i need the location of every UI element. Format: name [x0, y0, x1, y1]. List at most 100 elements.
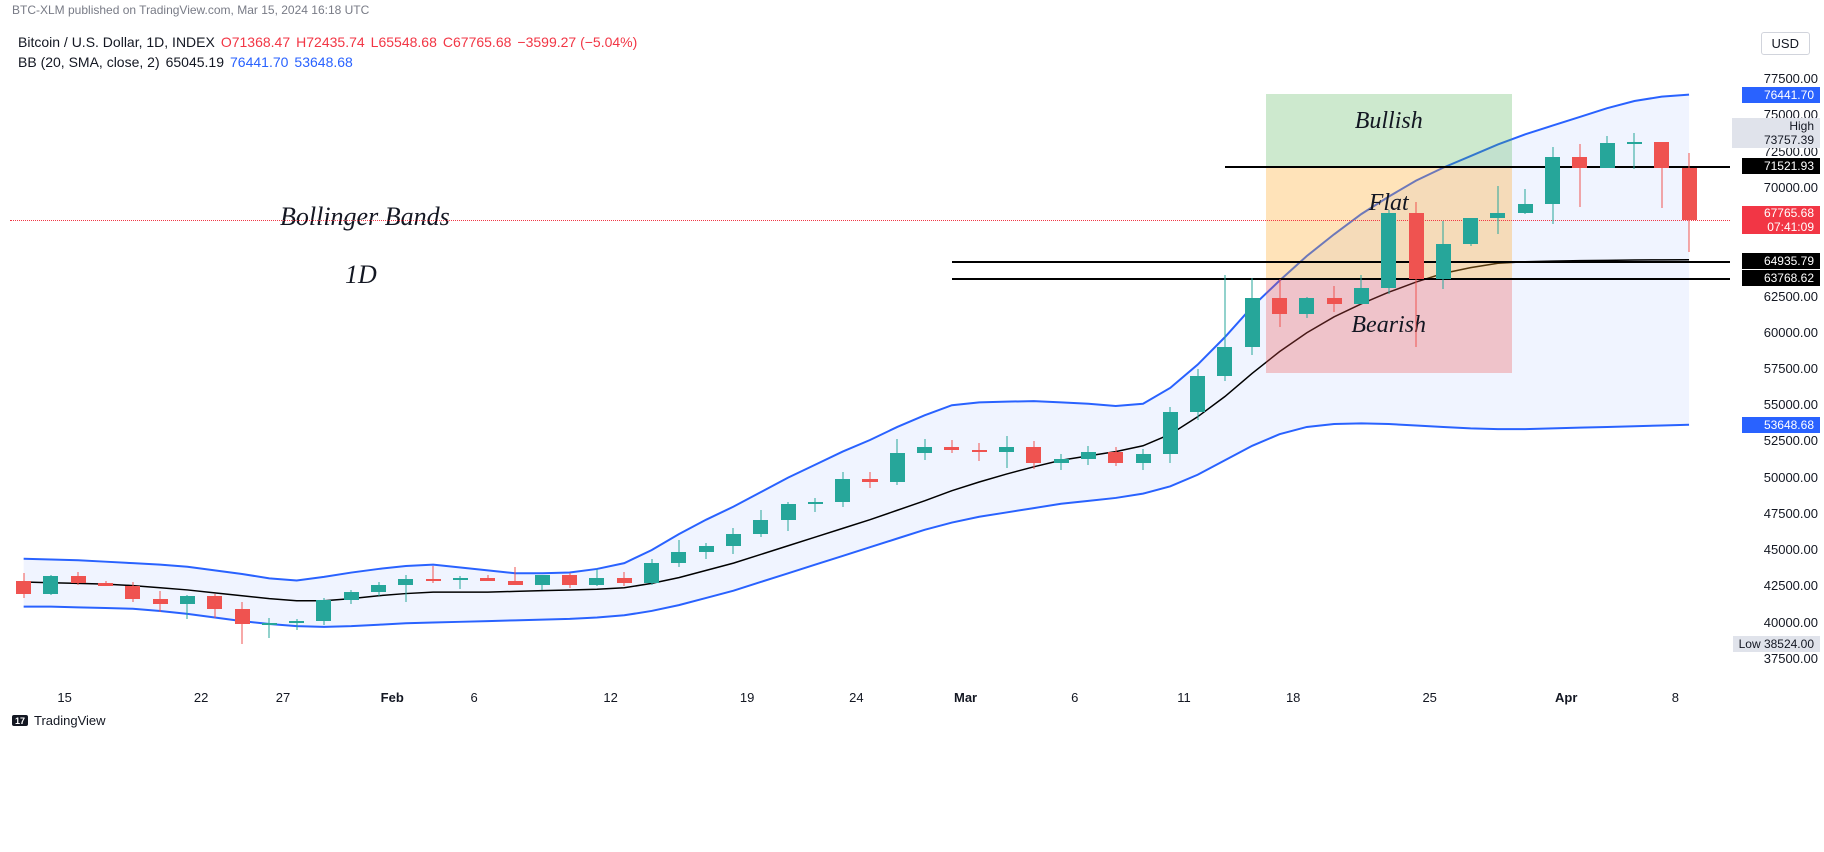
candle [917, 72, 932, 666]
candle [1217, 72, 1232, 666]
candle [1463, 72, 1478, 666]
candle [289, 72, 304, 666]
price-tag: 64935.79 [1742, 253, 1820, 269]
x-tick: 19 [740, 690, 754, 705]
candle [1572, 72, 1587, 666]
y-tick: 47500.00 [1738, 506, 1818, 521]
candle [944, 72, 959, 666]
currency-badge[interactable]: USD [1761, 32, 1810, 55]
candle [781, 72, 796, 666]
publish-text: BTC-XLM published on TradingView.com, Ma… [12, 3, 369, 17]
x-tick: Apr [1555, 690, 1577, 705]
candle [753, 72, 768, 666]
price-tag: 53648.68 [1742, 417, 1820, 433]
candle [1190, 72, 1205, 666]
candle [1136, 72, 1151, 666]
publish-info: BTC-XLM published on TradingView.com, Ma… [0, 0, 1824, 20]
x-tick: Feb [381, 690, 404, 705]
candle [535, 72, 550, 666]
legend-row-1: Bitcoin / U.S. Dollar, 1D, INDEX O71368.… [18, 32, 637, 52]
price-tag: 63768.62 [1742, 270, 1820, 286]
y-tick: 37500.00 [1738, 651, 1818, 666]
x-tick: 8 [1672, 690, 1679, 705]
candle [808, 72, 823, 666]
candle [1081, 72, 1096, 666]
x-tick: 6 [471, 690, 478, 705]
candle [1518, 72, 1533, 666]
x-tick: 24 [849, 690, 863, 705]
price-tag: 67765.6807:41:09 [1742, 206, 1820, 234]
bb-lower-value: 53648.68 [294, 52, 352, 72]
tradingview-text: TradingView [34, 713, 106, 728]
symbol-name: Bitcoin / U.S. Dollar, 1D, INDEX [18, 32, 215, 52]
x-tick: 25 [1422, 690, 1436, 705]
candle [835, 72, 850, 666]
x-tick: 11 [1177, 690, 1191, 705]
candle [862, 72, 877, 666]
candle [1654, 72, 1669, 666]
candle [98, 72, 113, 666]
candle [1490, 72, 1505, 666]
candle [316, 72, 331, 666]
candle [1409, 72, 1424, 666]
candle [1163, 72, 1178, 666]
bb-label: BB (20, SMA, close, 2) [18, 52, 160, 72]
candle [398, 72, 413, 666]
y-axis: 37500.00 40000.00 42500.00 45000.00 47500.00… [1732, 72, 1824, 666]
candle [617, 72, 632, 666]
candle [207, 72, 222, 666]
candle [1272, 72, 1287, 666]
candle [890, 72, 905, 666]
x-axis: 152227Feb6121924Mar6111825Apr8 [10, 686, 1730, 712]
candle [1682, 72, 1697, 666]
x-tick: 12 [603, 690, 617, 705]
chart-legend: Bitcoin / U.S. Dollar, 1D, INDEX O71368.… [18, 32, 637, 72]
candle [426, 72, 441, 666]
y-tick: 40000.00 [1738, 614, 1818, 629]
candle [153, 72, 168, 666]
candle [344, 72, 359, 666]
candle [562, 72, 577, 666]
candle [1299, 72, 1314, 666]
candle [589, 72, 604, 666]
bb-upper-value: 76441.70 [230, 52, 288, 72]
candle [1054, 72, 1069, 666]
candle [43, 72, 58, 666]
candle [1436, 72, 1451, 666]
candle [235, 72, 250, 666]
tradingview-logo: 17 TradingView [12, 713, 106, 728]
y-tick: 42500.00 [1738, 578, 1818, 593]
x-tick: Mar [954, 690, 977, 705]
y-tick: 45000.00 [1738, 542, 1818, 557]
candle [699, 72, 714, 666]
candle [1354, 72, 1369, 666]
ohlc-l-label: L65548.68 [371, 32, 437, 52]
candle [999, 72, 1014, 666]
x-tick: 6 [1071, 690, 1078, 705]
ohlc-c-label: C67765.68 [443, 32, 512, 52]
y-tick: 77500.00 [1738, 71, 1818, 86]
candle [1245, 72, 1260, 666]
y-tick: 52500.00 [1738, 433, 1818, 448]
y-tick: 60000.00 [1738, 325, 1818, 340]
candle [453, 72, 468, 666]
y-tick: 55000.00 [1738, 397, 1818, 412]
candle [180, 72, 195, 666]
candle [480, 72, 495, 666]
candle [671, 72, 686, 666]
price-chart[interactable]: Bullish Flat Bearish Bollinger Bands 1D [10, 72, 1730, 666]
price-tag: 71521.93 [1742, 158, 1820, 174]
candle [1545, 72, 1560, 666]
y-tick: 70000.00 [1738, 180, 1818, 195]
candle [1026, 72, 1041, 666]
x-tick: 27 [276, 690, 290, 705]
chart-title-annotation: Bollinger Bands [280, 202, 450, 232]
candle [1327, 72, 1342, 666]
candle [1108, 72, 1123, 666]
candle [16, 72, 31, 666]
candle [371, 72, 386, 666]
candle [125, 72, 140, 666]
candle [71, 72, 86, 666]
ohlc-change: −3599.27 (−5.04%) [517, 32, 637, 52]
candle [972, 72, 987, 666]
